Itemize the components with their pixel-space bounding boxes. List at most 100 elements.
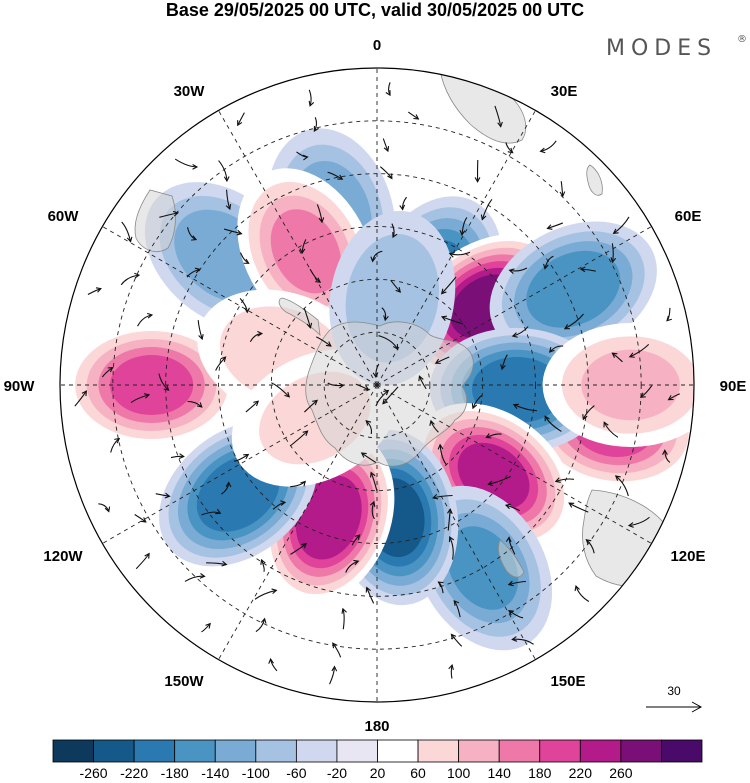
anomaly-field: [63, 128, 694, 651]
colorbar-tick-label: 260: [609, 765, 633, 781]
wind-arrow: [627, 516, 650, 528]
wind-arrow: [544, 415, 562, 432]
wind-arrow: [507, 580, 526, 587]
brand-registered-mark: ®: [737, 34, 747, 45]
wind-arrow: [508, 610, 524, 619]
colorbar-tick-label: 100: [447, 765, 471, 781]
wind-arrow: [309, 268, 322, 283]
wind-arrow: [487, 476, 511, 487]
wind-arrow: [407, 111, 420, 120]
wind-arrow: [559, 181, 566, 198]
wind-arrow: [429, 419, 439, 433]
wind-arrow: [134, 514, 147, 523]
anomaly-contour: [581, 349, 680, 421]
wind-arrow: [611, 352, 623, 363]
anomaly-contour: [270, 209, 342, 294]
wind-arrow: [568, 502, 589, 513]
colorbar-swatch: [579, 739, 622, 763]
lon-label-90e: 90E: [720, 378, 747, 395]
wind-arrow: [237, 112, 245, 127]
meridian-line: [376, 110, 536, 386]
wind-arrow: [186, 227, 198, 241]
colorbar-tick-label: -180: [161, 765, 189, 781]
wind-arrow: [272, 500, 287, 510]
wind-arrow: [511, 636, 534, 645]
wind-arrow: [308, 89, 315, 107]
latitude-circle: [218, 226, 536, 544]
colorbar-ticks: -260 -220 -180 -140 -100 -60 -20 20 60 100 140 180 2…: [80, 765, 633, 781]
wind-arrow: [186, 267, 201, 278]
wind-arrow: [459, 217, 468, 236]
south-america-tip: [134, 189, 176, 252]
colorbar-swatch: [295, 739, 338, 763]
lon-label-30e: 30E: [551, 83, 578, 100]
wind-arrow: [74, 390, 87, 407]
wind-arrow: [453, 599, 461, 618]
wind-arrow: [332, 642, 342, 658]
wind-arrow: [184, 573, 206, 582]
wind-arrow: [316, 336, 332, 347]
lon-label-30w: 30W: [174, 83, 206, 100]
colorbar-tick-label: -260: [80, 765, 108, 781]
wind-arrow: [662, 449, 671, 463]
wind-arrow: [155, 492, 171, 499]
wind-arrow: [254, 588, 278, 600]
lon-label-60e: 60E: [675, 208, 702, 225]
wind-arrow: [610, 243, 617, 264]
wind-arrow: [628, 343, 650, 358]
colorbar-tick-label: 180: [528, 765, 552, 781]
colorbar-swatch: [377, 739, 419, 763]
meridian-line: [218, 384, 378, 660]
colorbar-swatch: [661, 739, 703, 763]
wind-arrow: [508, 267, 528, 274]
wind-arrow: [505, 142, 514, 154]
wind-arrow: [382, 138, 390, 153]
wind-arrow: [563, 313, 584, 330]
colorbar-tick-label: -100: [242, 765, 270, 781]
wind-arrow: [137, 312, 154, 327]
wind-arrow: [327, 171, 344, 180]
wind-arrow: [504, 503, 521, 512]
wind-arrow: [450, 633, 463, 647]
colorbar-tick-label: 20: [370, 765, 386, 781]
meridian-line: [102, 384, 378, 544]
wind-arrow: [206, 560, 228, 567]
wind-arrow: [174, 158, 199, 170]
wind-arrow: [101, 366, 114, 378]
wind-arrow: [369, 500, 376, 520]
latitude-circle: [323, 331, 431, 439]
wind-arrow: [249, 330, 264, 343]
wind-arrow: [120, 272, 141, 286]
brand-logo-text: MODES: [606, 36, 717, 61]
wind-arrow: [379, 166, 393, 180]
wind-arrow: [360, 452, 377, 463]
wind-arrow: [390, 279, 402, 293]
colorbar-swatch: [417, 739, 460, 763]
wind-arrow: [474, 159, 481, 183]
wind-arrow: [437, 443, 447, 466]
wind-arrow: [399, 196, 408, 211]
wind-arrow: [512, 403, 537, 412]
graticule: [60, 68, 694, 702]
wind-arrow: [170, 453, 185, 459]
wind-arrow: [418, 375, 427, 390]
map-title: Base 29/05/2025 00 UTC, valid 30/05/2025…: [166, 0, 584, 20]
lon-label-120w: 120W: [43, 548, 83, 565]
wind-arrow: [121, 221, 133, 243]
wind-arrow: [233, 453, 250, 462]
wind-arrow: [201, 622, 211, 633]
wind-arrow: [543, 255, 554, 270]
wind-arrow: [303, 308, 313, 329]
wind-arrow: [382, 386, 399, 405]
colorbar-tick-label: -20: [327, 765, 347, 781]
wind-arrow: [341, 607, 347, 630]
meridian-line: [376, 384, 536, 660]
wind-arrow: [370, 471, 378, 491]
colorbar-swatch: [93, 739, 135, 763]
wind-arrow: [391, 223, 398, 239]
wind-vectors: [74, 82, 680, 685]
madagascar: [586, 164, 603, 196]
wind-arrow: [614, 475, 629, 497]
wind-arrow: [218, 160, 230, 183]
